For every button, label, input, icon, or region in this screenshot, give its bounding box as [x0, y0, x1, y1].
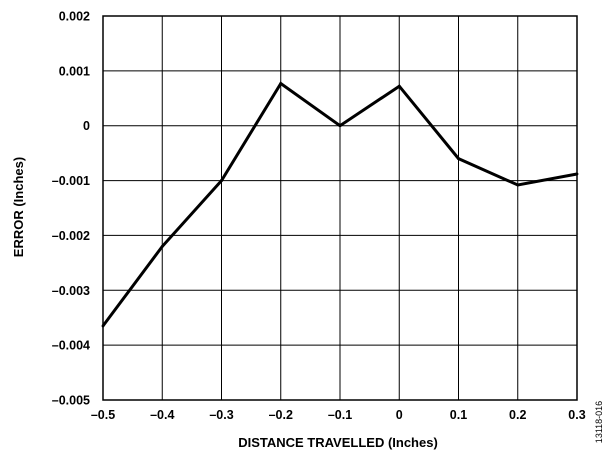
data-point [457, 157, 460, 161]
grid-lines [102, 15, 578, 401]
data-point [516, 183, 520, 187]
x-axis-title: DISTANCE TRAVELLED (Inches) [238, 435, 438, 450]
data-point [220, 179, 223, 182]
x-tick-label: 0.1 [450, 408, 467, 422]
data-point [279, 82, 283, 85]
plot-frame [102, 15, 578, 401]
x-tick-label: 0.2 [509, 408, 526, 422]
y-tick-label: 0.002 [59, 10, 90, 24]
x-tick-label: 0 [396, 408, 403, 422]
data-point [101, 324, 105, 328]
figure-id: 13118-016 [594, 401, 604, 443]
data-point [575, 172, 579, 176]
x-tick-label: 0.3 [568, 408, 585, 422]
y-tick-label: –0.004 [52, 339, 90, 353]
y-axis-title: ERROR (Inches) [11, 157, 26, 257]
y-tick-label: 0 [83, 119, 90, 133]
x-tick-label: –0.2 [269, 408, 293, 422]
data-point [160, 245, 164, 248]
y-tick-label: –0.001 [52, 174, 90, 188]
y-tick-label: –0.003 [52, 284, 90, 298]
data-point [338, 124, 342, 128]
y-tick-label: –0.005 [52, 394, 90, 408]
y-tick-label: 0.001 [59, 64, 90, 78]
x-tick-label: –0.5 [91, 408, 115, 422]
x-axis-ticks: –0.5 –0.4 –0.3 –0.2 –0.1 0 0.1 0.2 0.3 [91, 408, 586, 422]
y-tick-label: –0.002 [52, 229, 90, 243]
series-layer [101, 81, 579, 328]
x-tick-label: –0.3 [209, 408, 233, 422]
data-point [397, 84, 401, 88]
y-axis-ticks: 0.002 0.001 0 –0.001 –0.002 –0.003 –0.004 –0.00… [52, 10, 90, 408]
x-tick-label: –0.4 [150, 408, 174, 422]
x-tick-label: –0.1 [328, 408, 352, 422]
